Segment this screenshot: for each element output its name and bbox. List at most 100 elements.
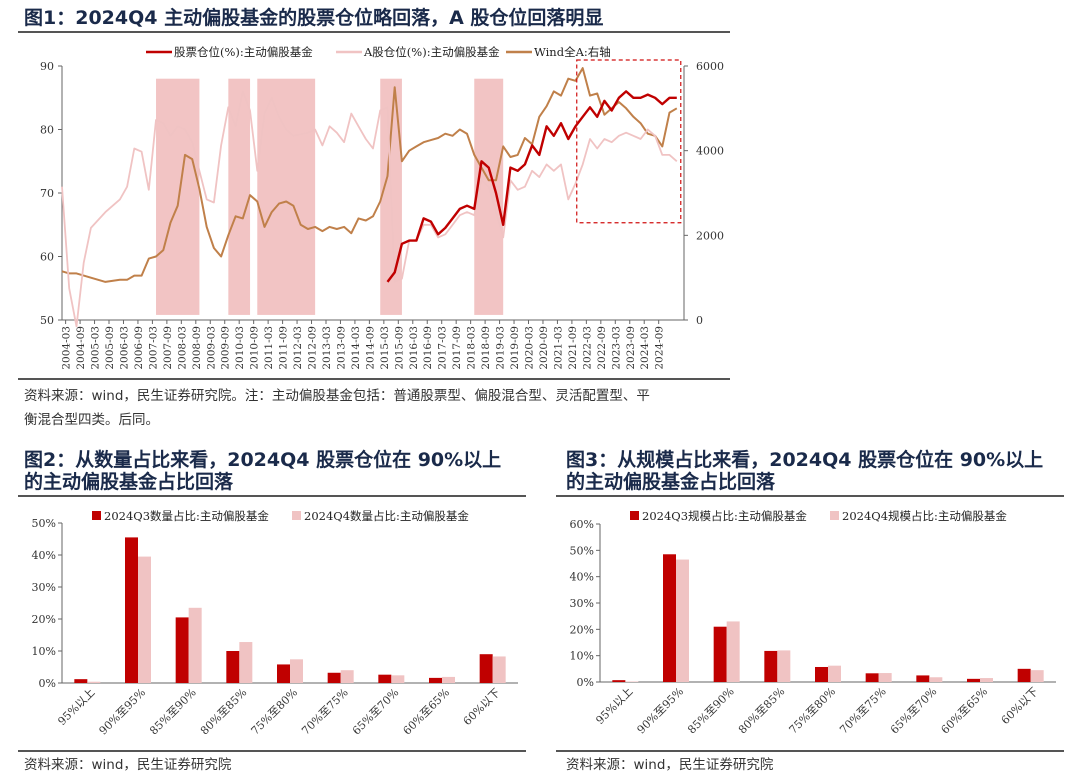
- x-tick-label-13: 2010-09: [249, 326, 261, 370]
- bar-0-6: [378, 674, 392, 683]
- bar-1-4: [828, 665, 841, 682]
- right-tick-label-0: 0: [696, 314, 703, 327]
- fig2-title-rule: [18, 495, 526, 497]
- x-tick-label-27: 2017-09: [451, 326, 463, 370]
- fig3-title-rule: [556, 495, 1064, 497]
- x-tick-label-26: 2017-03: [437, 326, 449, 370]
- bar-1-8: [1030, 670, 1044, 682]
- bar-1-0: [87, 681, 101, 683]
- bar-0-0: [612, 680, 626, 682]
- fig2-title-line1: 图2：从数量占比来看，2024Q4 股票仓位在 90%以上: [24, 449, 502, 471]
- fig1-source: 资料来源：wind，民生证券研究院。注：主动偏股基金包括：普通股票型、偏股混合型…: [24, 388, 650, 404]
- y-tick-label-3: 30%: [32, 581, 56, 594]
- fig3-source: 资料来源：wind，民生证券研究院: [566, 757, 774, 773]
- bar-0-0: [74, 679, 88, 683]
- x-tick-label-25: 2016-09: [422, 326, 434, 370]
- legend-swatch-0: [92, 511, 101, 520]
- bar-1-2: [726, 621, 740, 682]
- x-tick-label-19: 2013-09: [335, 326, 347, 370]
- x-tick-label-38: 2023-03: [610, 326, 622, 370]
- bar-1-3: [239, 642, 253, 683]
- fig3-source-rule: [556, 750, 1064, 752]
- left-tick-label-3: 80: [40, 124, 54, 137]
- y-tick-label-5: 50%: [32, 517, 56, 530]
- x-tick-label-1: 90%至95%: [635, 685, 687, 737]
- bar-0-7: [967, 678, 980, 682]
- right-tick-label-3: 6000: [696, 60, 724, 73]
- bar-1-7: [442, 676, 455, 683]
- bar-1-6: [391, 675, 405, 683]
- x-tick-label-17: 2012-09: [307, 326, 319, 370]
- x-tick-label-7: 2007-09: [162, 326, 174, 370]
- fig1-title: 图1：2024Q4 主动偏股基金的股票仓位略回落，A 股仓位回落明显: [24, 7, 604, 29]
- right-tick-label-2: 4000: [696, 145, 724, 158]
- y-tick-label-4: 40%: [570, 571, 594, 584]
- fig2-source-rule: [18, 750, 526, 752]
- fig2-title-line2: 的主动偏股基金占比回落: [24, 471, 234, 493]
- x-tick-label-32: 2020-03: [524, 326, 536, 370]
- bar-1-4: [290, 659, 303, 683]
- y-tick-label-1: 10%: [570, 650, 594, 663]
- left-tick-label-2: 70: [40, 187, 54, 200]
- x-tick-label-1: 2004-09: [75, 326, 87, 370]
- x-tick-label-3: 2005-09: [104, 326, 116, 370]
- x-tick-label-30: 2019-03: [495, 326, 507, 370]
- x-tick-label-8: 60%以下: [461, 686, 503, 728]
- x-tick-label-1: 90%至95%: [97, 686, 149, 738]
- fig1-title-rule: [18, 31, 730, 33]
- series-line-2: [61, 67, 678, 283]
- x-tick-label-6: 2007-03: [147, 326, 159, 370]
- legend-label-0: 2024Q3数量占比:主动偏股基金: [104, 509, 269, 523]
- left-tick-label-4: 90: [40, 60, 54, 73]
- x-tick-label-6: 65%至70%: [888, 685, 940, 737]
- x-tick-label-28: 2018-03: [466, 326, 478, 370]
- legend-label-1: 2024Q4规模占比:主动偏股基金: [842, 509, 1007, 523]
- bar-1-2: [188, 607, 202, 683]
- right-tick-label-1: 2000: [696, 229, 724, 242]
- x-tick-label-36: 2022-03: [581, 326, 593, 370]
- x-tick-label-21: 2014-09: [364, 326, 376, 370]
- series-line-0: [386, 90, 677, 283]
- x-tick-label-7: 60%至65%: [401, 686, 453, 738]
- x-tick-label-33: 2020-09: [538, 326, 550, 370]
- legend-swatch-1: [830, 511, 839, 520]
- bar-1-7: [980, 678, 993, 682]
- bar-1-1: [138, 556, 151, 683]
- x-tick-label-5: 2006-09: [133, 326, 145, 370]
- x-tick-label-2: 85%至90%: [685, 685, 737, 737]
- x-tick-label-3: 80%至85%: [736, 685, 788, 737]
- x-tick-label-6: 65%至70%: [350, 686, 402, 738]
- highlight-box: [576, 59, 682, 224]
- x-tick-label-0: 2004-03: [61, 326, 73, 370]
- bar-0-2: [175, 617, 189, 683]
- legend-swatch-1: [292, 511, 301, 520]
- x-tick-label-24: 2016-03: [408, 326, 420, 370]
- fig3-bar-chart: 0% 10% 20% 30% 40% 50% 60% 95%以上 90%至95% 85%至90% 8…: [570, 509, 1056, 737]
- bar-1-1: [676, 559, 689, 682]
- fig2-source: 资料来源：wind，民生证券研究院: [24, 757, 232, 773]
- left-tick-label-0: 50: [40, 314, 54, 327]
- x-tick-label-31: 2019-09: [509, 326, 521, 370]
- y-tick-label-4: 40%: [32, 549, 56, 562]
- x-tick-label-16: 2012-03: [292, 326, 304, 370]
- series-line-1: [61, 90, 678, 328]
- x-tick-label-0: 95%以上: [593, 685, 635, 727]
- bar-1-5: [340, 670, 354, 683]
- y-tick-label-3: 30%: [570, 597, 594, 610]
- bar-1-6: [929, 677, 943, 682]
- bar-0-8: [479, 654, 493, 683]
- x-tick-label-4: 75%至80%: [787, 685, 839, 737]
- bar-0-4: [815, 666, 828, 682]
- bar-0-8: [1017, 668, 1031, 682]
- x-tick-label-0: 95%以上: [55, 686, 97, 728]
- fig3-title-line1: 图3：从规模占比来看，2024Q4 股票仓位在 90%以上: [566, 449, 1044, 471]
- x-tick-label-8: 60%以下: [999, 685, 1041, 727]
- legend-label-1: A股仓位(%):主动偏股基金: [363, 45, 500, 59]
- x-tick-label-18: 2013-03: [321, 326, 333, 370]
- bar-0-3: [226, 651, 240, 683]
- x-tick-label-29: 2018-09: [480, 326, 492, 370]
- legend-label-2: Wind全A:右轴: [534, 45, 611, 59]
- x-tick-label-22: 2015-03: [379, 326, 391, 370]
- y-tick-label-0: 0%: [577, 676, 594, 689]
